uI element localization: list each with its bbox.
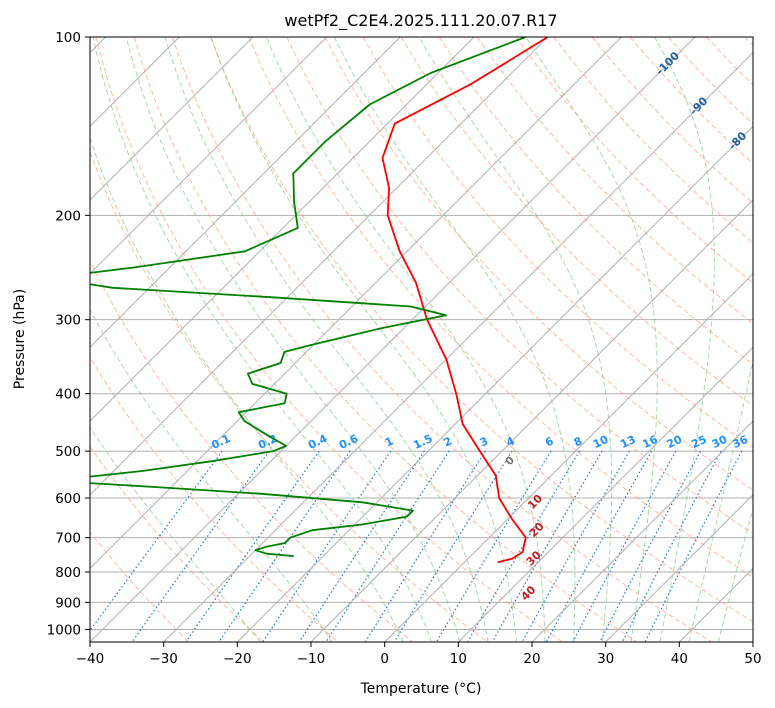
moist-adiabat (333, 37, 576, 642)
moist-adiabat (164, 37, 489, 642)
moist-adiabat (125, 37, 461, 642)
y-tick-label: 600 (55, 491, 81, 507)
x-tick-label: 10 (450, 651, 467, 667)
isotherm-line (310, 199, 753, 642)
mixing-ratio-line (491, 450, 603, 642)
y-axis-title: Pressure (hPa) (12, 289, 28, 389)
mixing-ratio-line (572, 450, 677, 642)
x-axis-ticks: −40 −30 −20 −10 0 10 20 30 40 50 (76, 642, 762, 667)
mixing-ratio-line (599, 450, 702, 642)
moist-adiabat (525, 37, 658, 642)
mixing-ratio-line (521, 450, 631, 642)
dry-adiabat (90, 531, 190, 642)
mixing-ratio-line (298, 450, 425, 642)
dry-adiabats (90, 37, 753, 642)
moist-adiabat (90, 426, 261, 642)
moist-adiabat (265, 37, 546, 642)
mixing-ratio-label: 36 (731, 433, 751, 451)
y-tick-label: 700 (55, 531, 81, 547)
moist-adiabats (90, 37, 753, 642)
y-tick-label: 800 (55, 565, 81, 581)
mixing-ratio-lines (90, 450, 743, 642)
plot-area (90, 37, 753, 642)
x-tick-label: 0 (380, 651, 389, 667)
x-tick-label: 30 (597, 651, 614, 667)
moist-adiabat (688, 358, 753, 642)
isotherm-line (90, 37, 549, 496)
moist-adiabat (418, 37, 613, 642)
x-tick-label: −40 (76, 651, 105, 667)
moist-adiabat (210, 37, 517, 642)
mixing-ratio-line (621, 450, 722, 642)
mixing-ratio-line (644, 450, 743, 642)
moist-adiabat (90, 308, 333, 642)
dry-adiabat (515, 37, 753, 284)
dry-adiabat (400, 37, 753, 407)
x-tick-label: −10 (297, 651, 326, 667)
moist-adiabat (92, 37, 432, 642)
dry-adiabat (95, 37, 563, 642)
series-lines (90, 37, 549, 564)
plot-frame (89, 36, 754, 643)
x-tick-label: −30 (149, 651, 178, 667)
isotherm-line (90, 37, 622, 570)
isotherm-line (457, 346, 753, 642)
x-axis-title: Temperature (°C) (360, 681, 482, 697)
mixing-ratio-line (262, 450, 392, 642)
y-tick-label: 900 (55, 595, 81, 611)
dry-adiabat (90, 356, 339, 642)
x-tick-label: 20 (523, 651, 540, 667)
chart-title: wetPf2_C2E4.2025.111.20.07.R17 (284, 11, 557, 31)
mixing-ratio-label: 10 (591, 433, 611, 451)
mixing-ratio-line (185, 450, 320, 642)
plot-layers: -100-90-80-70-60-50-40-30-20-10010203040… (90, 37, 753, 642)
isotherm-line (90, 37, 328, 275)
isotherm-line (384, 272, 753, 642)
moist-adiabat (717, 507, 753, 642)
mixing-ratio-line (545, 450, 653, 642)
y-tick-label: 100 (55, 30, 81, 46)
x-tick-label: 40 (671, 651, 688, 667)
isotherm-line (163, 51, 753, 642)
y-tick-label: 200 (55, 208, 81, 224)
x-tick-label: −20 (223, 651, 252, 667)
dry-adiabat (248, 37, 753, 578)
isotherm-line (90, 37, 696, 642)
dry-adiabat (324, 37, 753, 491)
isotherm-line (90, 37, 475, 422)
isotherm-line (605, 493, 753, 642)
mixing-ratio-line (218, 450, 351, 642)
moist-adiabat (90, 136, 404, 642)
skewed-isotherms (90, 37, 753, 642)
isotherm-line (90, 37, 401, 349)
mixing-ratio-line (90, 450, 223, 632)
dewpoint-line (90, 37, 526, 557)
dry-adiabat (90, 150, 488, 642)
dry-adiabat (210, 37, 753, 623)
dry-adiabat (286, 37, 753, 534)
pressure-grid (90, 37, 753, 630)
mixing-ratio-label: 16 (640, 433, 660, 451)
isotherm-line (236, 125, 753, 642)
y-tick-label: 300 (55, 313, 81, 329)
isotherm-line (90, 37, 254, 201)
mixing-ratio-label: 25 (689, 433, 708, 451)
moist-adiabat (654, 37, 715, 642)
y-tick-label: 1000 (47, 622, 81, 638)
x-tick-label: 50 (744, 651, 761, 667)
dry-adiabat (90, 445, 264, 642)
dry-adiabat (90, 259, 414, 642)
mixing-ratio-label: 30 (710, 433, 730, 451)
isotherm-line (531, 420, 753, 642)
mixing-ratio-label: 20 (665, 433, 685, 451)
dry-adiabat (438, 37, 753, 366)
temperature-line (381, 37, 549, 564)
dry-adiabat (477, 37, 753, 325)
y-tick-label: 500 (55, 444, 81, 460)
y-tick-label: 400 (55, 387, 81, 403)
mixing-ratio-label: 13 (618, 433, 637, 451)
dry-adiabat (362, 37, 753, 449)
y-axis-ticks: 100 200 300 400 500 600 700 800 900 1000 (47, 30, 90, 638)
